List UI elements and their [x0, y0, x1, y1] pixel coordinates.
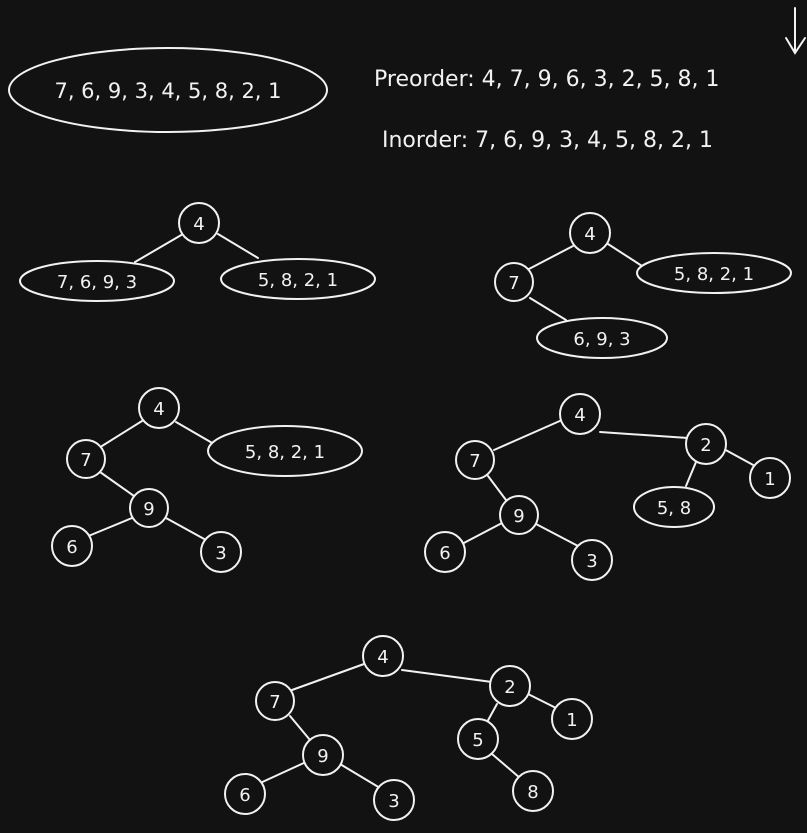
- node-6: [51, 525, 93, 567]
- inorder-text: Inorder: 7, 6, 9, 3, 4, 5, 8, 2, 1: [382, 128, 713, 153]
- node-9: [302, 734, 344, 776]
- step4-node-7-label: 7: [469, 451, 480, 472]
- step5-node-1-label: 1: [566, 710, 577, 731]
- node-7: [494, 262, 534, 302]
- step5-node-2-label: 2: [504, 677, 515, 698]
- subtree-left-pill: [19, 260, 175, 302]
- node-7: [66, 439, 106, 479]
- step5-node-7-label: 7: [269, 692, 280, 713]
- tree-step-1: 7, 6, 9, 3 5, 8, 2, 1 4: [19, 202, 376, 302]
- sequence-text: 7, 6, 9, 3, 4, 5, 8, 2, 1: [54, 79, 281, 103]
- node-3: [571, 539, 613, 581]
- step4-node-6-label: 6: [439, 543, 450, 564]
- subtree-left-pill: [633, 486, 715, 528]
- step1-left-label: 7, 6, 9, 3: [57, 272, 137, 293]
- subtree-left-right-pill: [536, 317, 668, 359]
- step3-node-7-label: 7: [80, 450, 91, 471]
- step2-lr-label: 6, 9, 3: [573, 329, 630, 350]
- node-2: [489, 665, 531, 707]
- step3-node-9-label: 9: [143, 499, 154, 520]
- node-6: [224, 773, 266, 815]
- down-arrow-icon: [785, 7, 806, 55]
- step5-node-9-label: 9: [317, 746, 328, 767]
- node-9: [499, 495, 539, 535]
- step4-node-3-label: 3: [586, 551, 597, 572]
- step4-58-label: 5, 8: [657, 498, 691, 519]
- step5-node-5-label: 5: [472, 730, 483, 751]
- node-9: [129, 488, 169, 528]
- step4-node-4-label: 4: [574, 405, 585, 426]
- step2-right-label: 5, 8, 2, 1: [674, 264, 754, 285]
- node-3: [373, 779, 415, 821]
- node-8: [512, 770, 554, 812]
- step1-right-label: 5, 8, 2, 1: [258, 270, 338, 291]
- node-5: [457, 718, 499, 760]
- sequence-ellipse: 7, 6, 9, 3, 4, 5, 8, 2, 1: [8, 47, 328, 133]
- node-6: [424, 531, 466, 573]
- subtree-right-pill: [220, 258, 376, 300]
- step4-node-1-label: 1: [764, 469, 775, 490]
- step5-node-6-label: 6: [239, 785, 250, 806]
- step5-node-8-label: 8: [527, 782, 538, 803]
- preorder-text: Preorder: 4, 7, 9, 6, 3, 2, 5, 8, 1: [374, 67, 720, 92]
- subtree-right-pill: [636, 252, 792, 294]
- subtree-right-pill: [207, 425, 363, 477]
- node-7: [455, 440, 495, 480]
- step1-node-4-label: 4: [193, 214, 204, 235]
- tree-step-3: 5, 8, 2, 1 4 7 9 6 3: [51, 387, 363, 573]
- step5-node-4-label: 4: [377, 647, 388, 668]
- step2-node-7-label: 7: [508, 273, 519, 294]
- tree-step-5: 4 7 9 6 3 2 1 5 8: [224, 635, 593, 821]
- step3-node-6-label: 6: [66, 537, 77, 558]
- node-3: [200, 531, 242, 573]
- tree-step-2: 5, 8, 2, 1 6, 9, 3 4 7: [494, 212, 792, 359]
- node-1: [551, 698, 593, 740]
- step5-node-3-label: 3: [388, 791, 399, 812]
- step2-node-4-label: 4: [584, 224, 595, 245]
- node-2: [685, 423, 727, 465]
- node-1: [749, 457, 791, 499]
- node-7: [255, 681, 295, 721]
- node-4: [559, 393, 601, 435]
- step4-node-2-label: 2: [700, 435, 711, 456]
- step3-node-3-label: 3: [215, 543, 226, 564]
- step3-right-label: 5, 8, 2, 1: [245, 442, 325, 463]
- node-4: [362, 635, 404, 677]
- node-4: [569, 212, 611, 254]
- node-4: [138, 387, 180, 429]
- node-4: [178, 202, 220, 244]
- tree-step-4: 5, 8 4 7 9 6 3 2 1: [424, 393, 791, 581]
- step4-node-9-label: 9: [513, 506, 524, 527]
- step3-node-4-label: 4: [153, 399, 164, 420]
